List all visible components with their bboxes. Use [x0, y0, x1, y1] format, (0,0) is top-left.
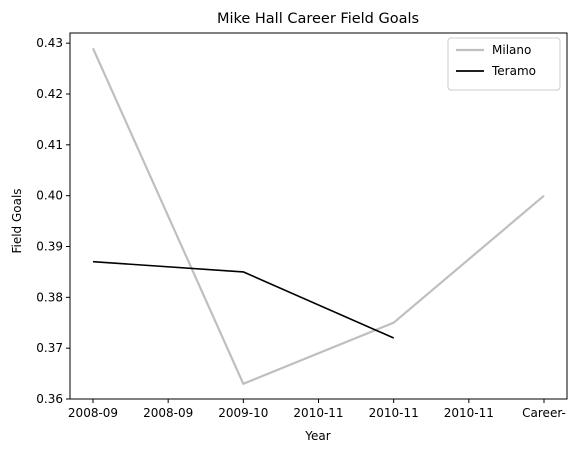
- y-tick-label: 0.39: [36, 240, 63, 254]
- x-tick-label: Career-: [522, 406, 566, 420]
- legend-label: Milano: [492, 43, 531, 57]
- y-tick-label: 0.43: [36, 36, 63, 50]
- y-tick-label: 0.41: [36, 138, 63, 152]
- y-axis-label: Field Goals: [10, 188, 24, 253]
- series-layer: [91, 47, 545, 385]
- x-tick-label: 2009-10: [218, 406, 268, 420]
- x-axis-label: Year: [304, 429, 330, 443]
- plot-area: [69, 32, 568, 400]
- x-tick-label: 2010-11: [293, 406, 343, 420]
- y-tick-label: 0.37: [36, 341, 63, 355]
- x-axis-ticks: 2008-09 2008-09 2009-10 2010-11 2010-11 2010-…: [68, 399, 566, 420]
- series-line-milano: [91, 47, 545, 385]
- y-tick-label: 0.38: [36, 290, 63, 304]
- x-tick-label: 2008-09: [68, 406, 118, 420]
- legend-label: Teramo: [491, 64, 536, 78]
- series-line-teramo: [92, 260, 395, 339]
- x-tick-label: 2010-11: [369, 406, 419, 420]
- y-tick-label: 0.40: [36, 189, 63, 203]
- legend: Milano Teramo: [447, 37, 561, 91]
- y-tick-label: 0.36: [36, 392, 63, 406]
- y-axis-ticks: 0.36 0.37 0.38 0.39 0.40 0.41 0.42 0.43: [36, 36, 70, 406]
- x-tick-label: 2008-09: [143, 406, 193, 420]
- chart-title: Mike Hall Career Field Goals: [217, 11, 419, 27]
- x-tick-label: 2010-11: [444, 406, 494, 420]
- y-tick-label: 0.42: [36, 87, 63, 101]
